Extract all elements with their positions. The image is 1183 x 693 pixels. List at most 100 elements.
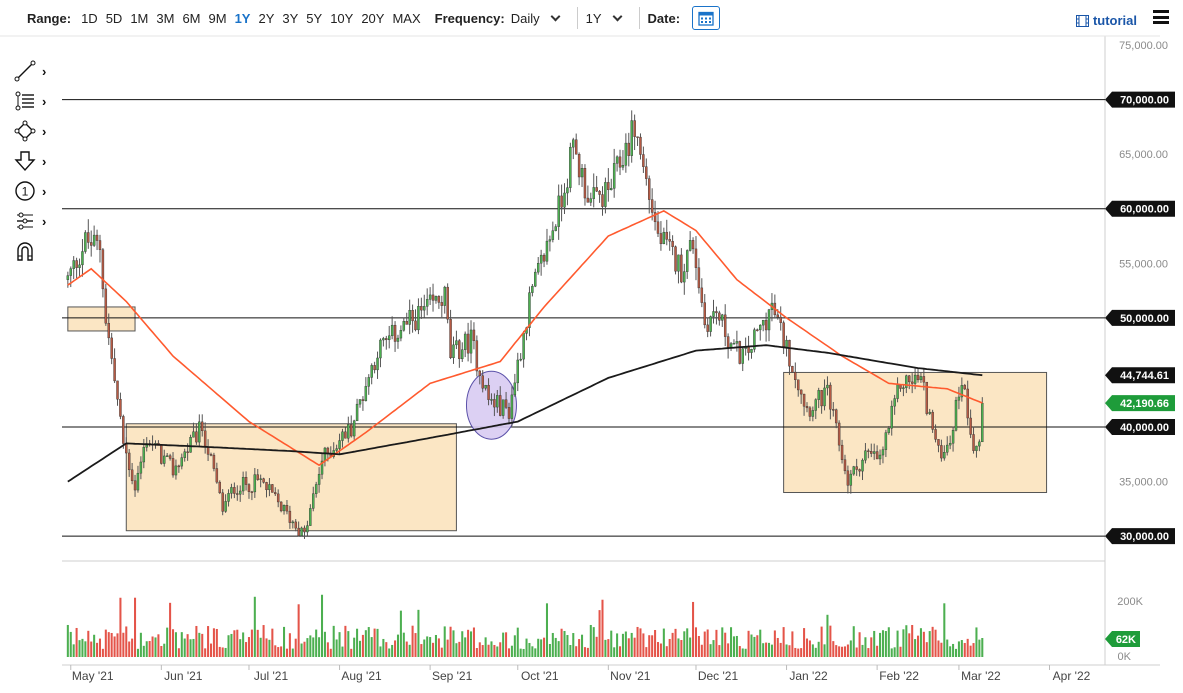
candle-body[interactable] (294, 521, 297, 529)
candle-body[interactable] (490, 399, 493, 401)
candle-body[interactable] (165, 455, 169, 457)
candle-body[interactable] (405, 321, 408, 325)
range-button-20y[interactable]: 20Y (361, 10, 385, 26)
candle-body[interactable] (203, 430, 207, 447)
candle-body[interactable] (496, 395, 499, 408)
candle-body[interactable] (846, 470, 850, 486)
candle-body[interactable] (881, 449, 885, 456)
candle-body[interactable] (943, 452, 946, 459)
candle-body[interactable] (209, 454, 213, 456)
candle-body[interactable] (236, 493, 239, 495)
candle-body[interactable] (849, 473, 853, 486)
candle-body[interactable] (72, 260, 75, 269)
candle-body[interactable] (519, 358, 522, 361)
range-button-9m[interactable]: 9M (208, 10, 227, 26)
candle-body[interactable] (142, 447, 146, 463)
candle-body[interactable] (934, 429, 937, 440)
candle-body[interactable] (87, 232, 90, 243)
candle-body[interactable] (656, 221, 660, 234)
range-box-2[interactable] (125, 423, 457, 532)
candle-body[interactable] (224, 501, 227, 512)
candle-body[interactable] (250, 491, 254, 493)
candle-body[interactable] (612, 163, 616, 189)
candle-body[interactable] (811, 410, 815, 417)
candle-body[interactable] (320, 460, 324, 475)
candle-body[interactable] (312, 493, 315, 509)
candle-body[interactable] (598, 190, 601, 195)
frequency-select[interactable]: Daily (511, 11, 561, 26)
tool-trendline[interactable]: › (14, 56, 58, 86)
candle-body[interactable] (910, 381, 914, 384)
candle-body[interactable] (712, 311, 715, 317)
candle-body[interactable] (110, 337, 113, 359)
candle-body[interactable] (300, 527, 303, 536)
candle-body[interactable] (697, 267, 701, 289)
candle-body[interactable] (390, 324, 394, 337)
candle-body[interactable] (510, 394, 514, 419)
candle-body[interactable] (215, 468, 219, 483)
candle-body[interactable] (799, 389, 803, 395)
candle-body[interactable] (832, 409, 835, 411)
candle-body[interactable] (884, 432, 888, 450)
candle-body[interactable] (662, 231, 666, 245)
candle-body[interactable] (306, 525, 309, 533)
candle-body[interactable] (659, 233, 663, 245)
candle-body[interactable] (253, 474, 257, 493)
candle-body[interactable] (130, 469, 134, 481)
candle-body[interactable] (823, 387, 826, 407)
candle-body[interactable] (677, 254, 680, 272)
range-button-6m[interactable]: 6M (182, 10, 201, 26)
candle-body[interactable] (282, 505, 286, 512)
candle-body[interactable] (700, 287, 704, 303)
candle-body[interactable] (233, 487, 236, 494)
candle-body[interactable] (636, 136, 639, 138)
candle-body[interactable] (545, 240, 549, 262)
candle-body[interactable] (455, 340, 458, 346)
range-button-5d[interactable]: 5D (105, 10, 123, 26)
candle-body[interactable] (767, 309, 771, 331)
candle-body[interactable] (978, 441, 981, 447)
candle-body[interactable] (481, 375, 484, 389)
range-button-3m[interactable]: 3M (156, 10, 175, 26)
candle-body[interactable] (683, 271, 686, 283)
candle-body[interactable] (963, 385, 966, 390)
candle-body[interactable] (840, 444, 844, 460)
candle-body[interactable] (344, 431, 347, 439)
candle-body[interactable] (858, 469, 861, 472)
tool-pitchfork[interactable]: › (14, 206, 58, 236)
tool-arrow-down[interactable]: › (14, 146, 58, 176)
candle-body[interactable] (916, 374, 920, 381)
candle-body[interactable] (201, 421, 204, 432)
candle-body[interactable] (428, 294, 432, 300)
candle-body[interactable] (951, 430, 955, 444)
candle-body[interactable] (899, 384, 902, 389)
candle-body[interactable] (741, 348, 744, 364)
candle-body[interactable] (352, 420, 356, 437)
candle-body[interactable] (577, 154, 581, 178)
candle-body[interactable] (408, 310, 411, 325)
hamburger-menu-icon[interactable] (1153, 10, 1169, 24)
candle-body[interactable] (163, 455, 166, 464)
range-box-3[interactable] (783, 371, 1048, 494)
candle-body[interactable] (69, 268, 72, 276)
candle-body[interactable] (423, 306, 426, 311)
candle-body[interactable] (534, 271, 537, 287)
candle-body[interactable] (685, 250, 689, 272)
candle-body[interactable] (186, 451, 189, 453)
candle-body[interactable] (227, 493, 230, 502)
candle-body[interactable] (905, 375, 908, 388)
candle-body[interactable] (732, 343, 736, 345)
candle-body[interactable] (557, 195, 560, 227)
candle-body[interactable] (718, 312, 721, 321)
candle-body[interactable] (908, 375, 911, 383)
candle-body[interactable] (265, 482, 268, 491)
candle-body[interactable] (452, 344, 455, 359)
candle-body[interactable] (870, 451, 873, 454)
candle-body[interactable] (317, 473, 321, 485)
candle-body[interactable] (864, 450, 867, 461)
candle-body[interactable] (981, 402, 984, 443)
candle-body[interactable] (437, 296, 441, 303)
tutorial-link[interactable]: tutorial (1075, 13, 1137, 28)
candle-body[interactable] (417, 306, 420, 331)
